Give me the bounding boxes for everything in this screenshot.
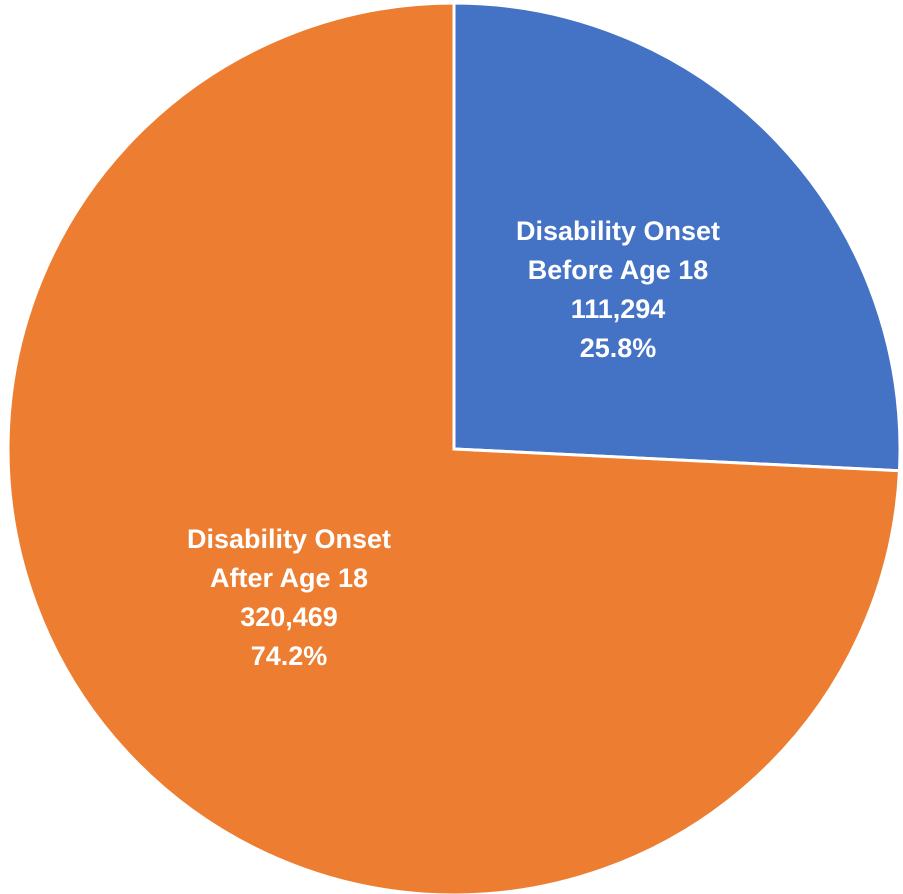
slice-category-label: Disability Onset	[516, 216, 720, 246]
slice-category-label: Disability Onset	[187, 524, 391, 554]
pie-slice-0	[452, 1, 902, 473]
pie-labels: Disability Onset Before Age 18 111,294 25.8…	[187, 216, 720, 671]
slice-percent-label: 25.8%	[580, 333, 657, 363]
pie-slice-1	[6, 1, 902, 894]
pie-slices	[6, 1, 902, 894]
slice-category-label: After Age 18	[210, 563, 368, 593]
slice-label-0: Disability Onset Before Age 18 111,294 25.8…	[516, 216, 720, 363]
slice-percent-label: 74.2%	[251, 641, 328, 671]
slice-category-label: Before Age 18	[528, 255, 709, 285]
slice-value-label: 320,469	[240, 602, 338, 632]
slice-value-label: 111,294	[571, 294, 666, 324]
slice-label-1: Disability Onset After Age 18 320,469 74.2%	[187, 524, 391, 671]
